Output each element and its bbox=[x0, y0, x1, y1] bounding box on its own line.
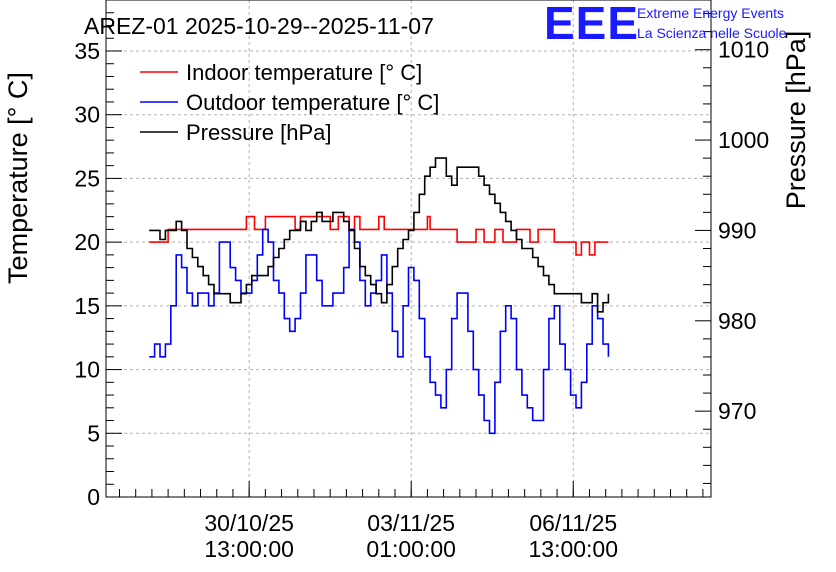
outdoor-temperature-line bbox=[149, 228, 610, 435]
x-tick-date: 03/11/25 bbox=[367, 510, 455, 536]
legend-label-indoor: Indoor temperature [° C] bbox=[186, 60, 422, 85]
series-layer bbox=[149, 157, 610, 435]
chart-title: AREZ-01 2025-10-29--2025-11-07 bbox=[84, 13, 434, 39]
y2-axis-label: Pressure [hPa] bbox=[781, 31, 811, 210]
y2-tick-label: 1010 bbox=[718, 37, 769, 63]
grid-lines bbox=[106, 0, 711, 497]
eee-logo-mark: EEE bbox=[544, 0, 639, 49]
y-tick-label: 0 bbox=[87, 484, 100, 510]
y-tick-label: 15 bbox=[74, 293, 100, 319]
y-tick-label: 10 bbox=[74, 357, 100, 383]
y-tick-label: 25 bbox=[74, 165, 100, 191]
x-tick-date: 30/10/25 bbox=[204, 510, 294, 536]
y-tick-label: 35 bbox=[74, 38, 100, 64]
y2-tick-label: 1000 bbox=[718, 127, 769, 153]
logo-line-2: La Scienza nelle Scuole bbox=[637, 25, 787, 41]
legend: Indoor temperature [° C] Outdoor tempera… bbox=[140, 60, 439, 145]
y2-tick-label: 980 bbox=[718, 308, 756, 334]
x-tick-date: 06/11/25 bbox=[529, 510, 617, 536]
y2-tick-label: 990 bbox=[718, 217, 756, 243]
legend-label-outdoor: Outdoor temperature [° C] bbox=[186, 90, 439, 115]
y-axis-label: Temperature [° C] bbox=[3, 72, 33, 284]
x-tick-time: 01:00:00 bbox=[366, 536, 456, 562]
y2-tick-label: 970 bbox=[718, 398, 756, 424]
x-tick-time: 13:00:00 bbox=[528, 536, 618, 562]
pressure-line bbox=[149, 157, 610, 313]
eee-logo: EEE Extreme Energy Events La Scienza nel… bbox=[544, 0, 787, 49]
y-tick-label: 5 bbox=[87, 420, 100, 446]
x-tick-time: 13:00:00 bbox=[204, 536, 294, 562]
y-tick-label: 20 bbox=[74, 229, 100, 255]
axes: 051015202530359709809901000101030/10/251… bbox=[74, 0, 769, 562]
y-tick-label: 30 bbox=[74, 102, 100, 128]
indoor-temperature-line bbox=[149, 215, 609, 256]
legend-label-pressure: Pressure [hPa] bbox=[186, 120, 332, 145]
logo-line-1: Extreme Energy Events bbox=[637, 5, 784, 21]
